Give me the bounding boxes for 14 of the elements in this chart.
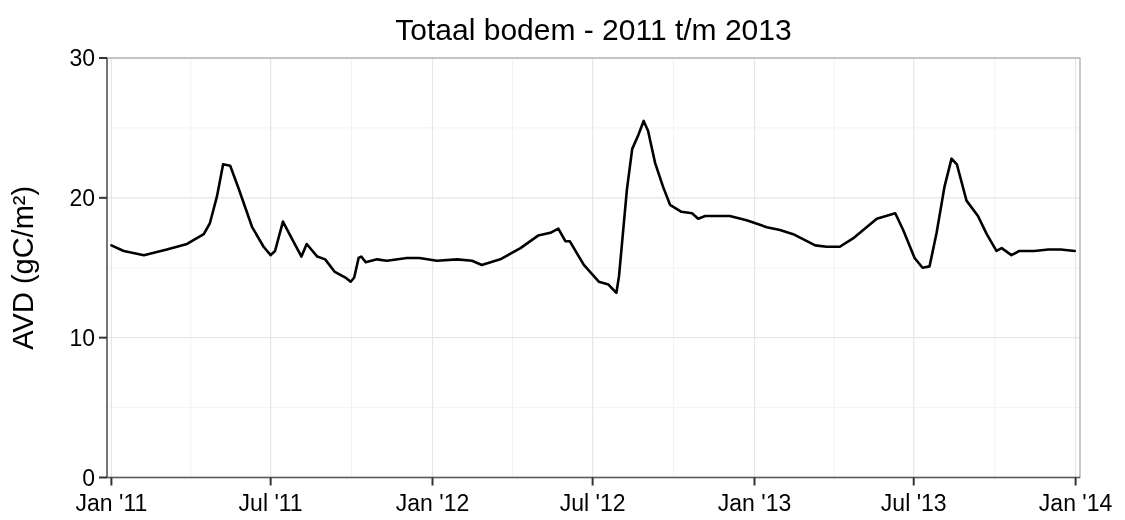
chart-title: Totaal bodem - 2011 t/m 2013: [395, 13, 792, 46]
y-tick-label: 10: [69, 324, 95, 351]
x-tick-label: Jan '13: [717, 489, 792, 516]
y-tick-label: 0: [82, 464, 95, 491]
y-tick-label: 30: [69, 45, 95, 72]
x-tick-label: Jan '12: [395, 489, 470, 516]
y-tick-label: 20: [69, 184, 95, 211]
x-tick-label: Jul '13: [880, 489, 947, 516]
x-tick-label: Jan '14: [1038, 489, 1113, 516]
x-tick-label: Jul '12: [559, 489, 626, 516]
x-tick-label: Jan '11: [75, 489, 148, 516]
x-tick-label: Jul '11: [238, 489, 303, 516]
y-axis-title: AVD (gC/m²): [7, 185, 39, 350]
line-series: [110, 119, 1077, 295]
